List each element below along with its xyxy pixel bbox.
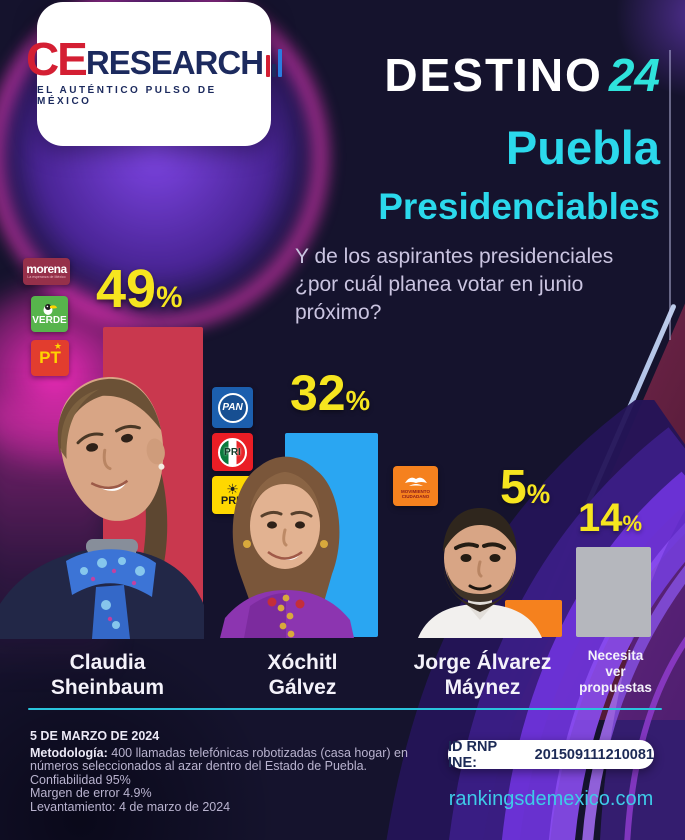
photo-xochitl-galvez — [220, 456, 354, 638]
title-destino-24: DESTINO 24 — [330, 48, 660, 102]
ine-registry-badge: ID RNP INE: 201509111210081 — [448, 738, 654, 771]
margin-of-error-text: Margen de error 4.9% — [30, 786, 152, 800]
bar-chart-icon — [266, 47, 283, 78]
poll-question-line2: ¿por cuál planea votar en junio — [295, 273, 584, 296]
pt-label: PT — [39, 348, 61, 367]
methodology-block: 5 DE MARZO DE 2024 Metodología: 400 llam… — [30, 729, 430, 814]
bar-necesita-ver — [576, 547, 651, 637]
label-necesita-ver-propuestas: Necesita ver propuestas — [579, 648, 652, 695]
ine-id-label: ID RNP INE: — [448, 738, 497, 771]
vertical-line-decoration — [669, 50, 671, 340]
pt-party-logo: ★ PT — [31, 340, 69, 376]
title-subtitle: Presidenciables — [378, 186, 660, 227]
ine-id-value: 201509111210081 — [534, 746, 654, 763]
value-label-galvez: 32% — [290, 365, 371, 421]
methodology-text: Metodología: 400 llamadas telefónicas ro… — [30, 745, 408, 773]
star-icon: ★ — [53, 341, 62, 351]
pri-label: PRI — [224, 446, 241, 458]
title-region: Puebla — [505, 121, 660, 174]
toucan-icon — [43, 304, 57, 315]
photo-jorge-alvarez-maynez — [418, 508, 542, 638]
value-label-sheinbaum: 49% — [96, 259, 183, 319]
poll-question: Y de los aspirantes presidenciales ¿por … — [295, 243, 655, 327]
logo-ce-text: CE — [25, 32, 88, 85]
verde-party-logo: VERDE — [31, 296, 68, 332]
website-link[interactable]: rankingsdemexico.com — [448, 788, 654, 810]
title-year: 24 — [608, 49, 660, 101]
pan-circle: PAN — [217, 392, 248, 423]
mc-label: MOVIMIENTO CIUDADANO — [401, 489, 430, 499]
candidate-name-sheinbaum: Claudia Sheinbaum — [50, 651, 165, 699]
pri-party-logo: PRI — [212, 433, 253, 471]
verde-label: VERDE — [32, 315, 67, 326]
pan-label: PAN — [222, 402, 243, 413]
ce-research-logo: CE RESEARCH EL AUTÉNTICO PULSO DE MÉXICO — [26, 2, 283, 146]
fieldwork-text: Levantamiento: 4 de marzo de 2024 — [30, 799, 231, 814]
pan-party-logo: PAN — [212, 387, 253, 428]
confidence-text: Confiabilidad 95% — [30, 772, 131, 787]
value-label-necesita-ver: 14% — [578, 496, 643, 540]
logo-tagline: EL AUTÉNTICO PULSO DE MÉXICO — [37, 85, 217, 108]
candidate-name-maynez: Jorge Álvarez Máynez — [413, 651, 552, 699]
cyan-divider-line — [28, 708, 662, 710]
sun-icon: ☀ — [226, 481, 239, 497]
morena-label: morena — [26, 262, 67, 276]
photo-claudia-sheinbaum — [0, 376, 204, 639]
value-label-maynez: 5% — [500, 461, 551, 514]
poll-question-line1: Y de los aspirantes presidenciales — [295, 245, 614, 268]
ce-research-wordmark: CE RESEARCH — [25, 32, 283, 85]
candidate-name-galvez: Xóchitl Gálvez — [267, 651, 338, 699]
prd-label: PRD — [220, 495, 245, 507]
morena-sublabel: La esperanza de México — [27, 275, 66, 279]
publication-date: 5 DE MARZO DE 2024 — [30, 729, 160, 743]
pri-circle: PRI — [218, 437, 247, 467]
title-destino: DESTINO — [384, 49, 603, 101]
mc-eagle-icon — [404, 477, 427, 486]
movimiento-ciudadano-logo: MOVIMIENTO CIUDADANO — [393, 466, 438, 506]
morena-party-logo: morena La esperanza de México — [23, 258, 70, 285]
logo-research-text: RESEARCH — [85, 44, 264, 82]
poll-question-line3: próximo? — [295, 301, 382, 324]
